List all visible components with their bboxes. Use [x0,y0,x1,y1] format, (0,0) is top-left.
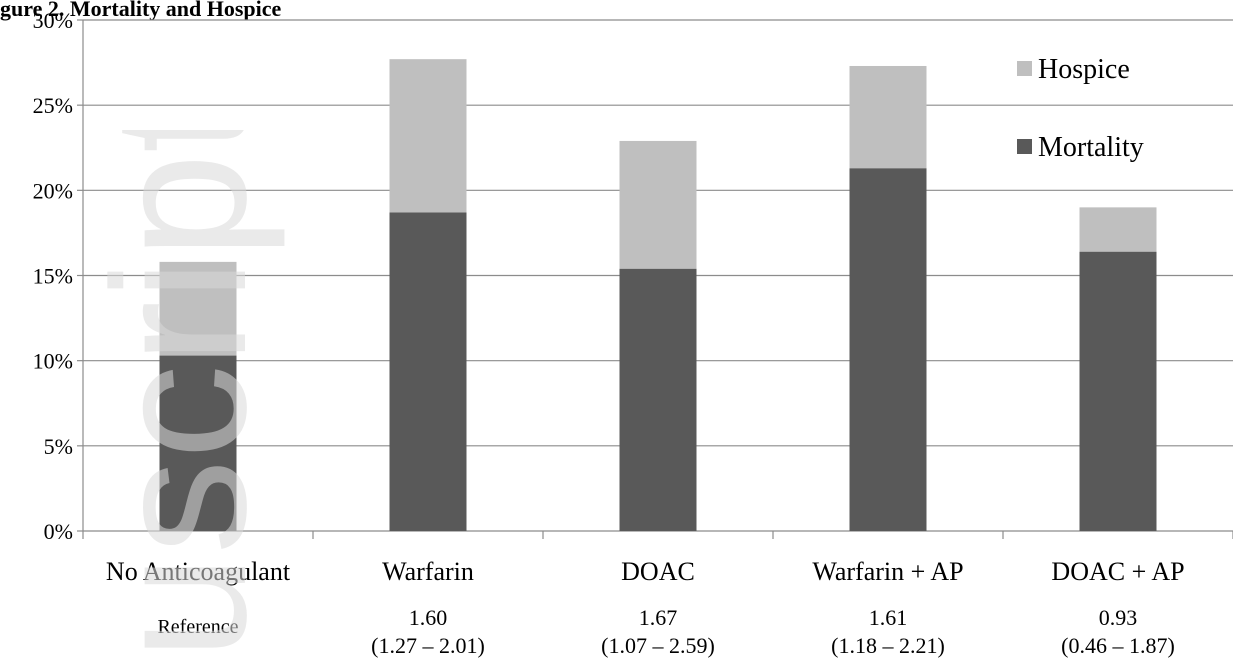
legend-label-hospice: Hospice [1038,54,1130,85]
x-tick-label: No Anticoagulant [106,557,291,586]
y-tick-label: 20% [33,178,73,203]
bar-mortality [619,268,697,531]
y-tick-label: 0% [44,519,73,544]
estimate-reference: Reference [157,616,238,638]
legend-swatch-hospice [1017,61,1032,76]
x-tick-labels: No Anticoagulant Warfarin DOAC Warfarin + A… [106,557,1185,586]
bar-hospice [159,261,237,356]
bar-mortality [1079,251,1157,532]
y-tick-label: 30% [33,8,73,33]
y-tick-labels: 0% 5% 10% 15% 20% 25% 30% [33,8,73,544]
x-tick-label: DOAC [621,557,695,586]
legend-label-mortality: Mortality [1038,132,1144,163]
estimate-value: 0.93 [1099,605,1138,630]
chart-title: gure 2. Mortality and Hospice [0,0,282,21]
estimate-ci: (1.07 – 2.59) [601,633,715,658]
y-tick-label: 5% [44,434,73,459]
estimate-ci: (0.46 – 1.87) [1061,633,1175,658]
y-tick-label: 25% [33,93,73,118]
legend-swatch-mortality [1017,139,1032,154]
bars [159,59,1157,532]
estimate-labels: Reference 1.60 (1.27 – 2.01) 1.67 (1.07 – 2.… [157,605,1174,658]
y-tick-label: 15% [33,264,73,289]
x-tick-label: Warfarin + AP [812,557,963,586]
bar-mortality [159,355,237,531]
estimate-ci: (1.18 – 2.21) [831,633,945,658]
estimate-value: 1.61 [869,605,908,630]
estimate-value: 1.60 [409,605,448,630]
bar-mortality [389,212,467,531]
bar-hospice [1079,207,1157,252]
x-tick-label: Warfarin [382,557,474,586]
y-tick-label: 10% [33,349,73,374]
legend: Hospice Mortality [1017,54,1144,163]
x-tick-label: DOAC + AP [1051,557,1184,586]
bar-hospice [619,140,697,269]
bar-hospice [389,59,467,213]
estimate-value: 1.67 [639,605,678,630]
bar-hospice [849,65,927,169]
bar-mortality [849,168,927,531]
estimate-ci: (1.27 – 2.01) [371,633,485,658]
